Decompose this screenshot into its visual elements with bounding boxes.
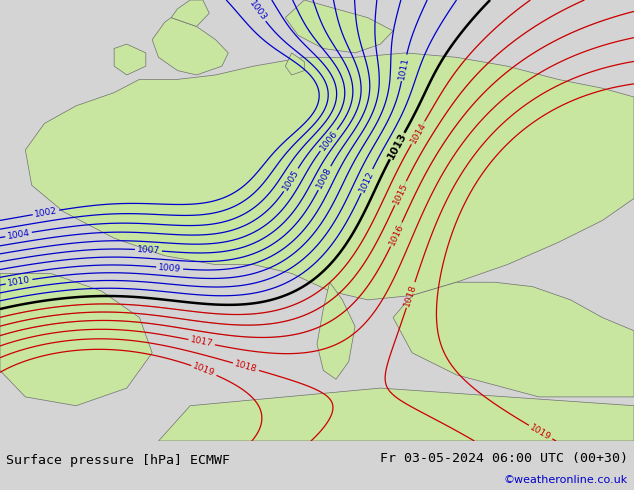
Polygon shape bbox=[114, 44, 146, 75]
Polygon shape bbox=[285, 0, 393, 53]
Text: 1009: 1009 bbox=[158, 263, 181, 273]
Text: 1004: 1004 bbox=[6, 228, 30, 241]
Polygon shape bbox=[158, 388, 634, 441]
Text: ©weatheronline.co.uk: ©weatheronline.co.uk bbox=[503, 475, 628, 485]
Polygon shape bbox=[317, 282, 355, 379]
Polygon shape bbox=[171, 0, 209, 26]
Text: 1002: 1002 bbox=[34, 206, 58, 219]
Text: 1006: 1006 bbox=[318, 128, 339, 152]
Text: 1016: 1016 bbox=[387, 222, 405, 247]
Text: 1005: 1005 bbox=[281, 168, 301, 192]
Text: 1019: 1019 bbox=[191, 362, 216, 379]
Polygon shape bbox=[393, 282, 634, 397]
Text: 1014: 1014 bbox=[408, 121, 428, 145]
Polygon shape bbox=[25, 53, 634, 300]
Text: Surface pressure [hPa] ECMWF: Surface pressure [hPa] ECMWF bbox=[6, 454, 230, 467]
Text: 1015: 1015 bbox=[391, 181, 410, 205]
Text: 1003: 1003 bbox=[247, 0, 268, 22]
Text: 1007: 1007 bbox=[137, 245, 160, 255]
Polygon shape bbox=[285, 53, 304, 75]
Text: 1008: 1008 bbox=[315, 166, 333, 190]
Text: 1013: 1013 bbox=[385, 131, 408, 161]
Text: 1011: 1011 bbox=[398, 56, 411, 80]
Text: Fr 03-05-2024 06:00 UTC (00+30): Fr 03-05-2024 06:00 UTC (00+30) bbox=[380, 452, 628, 465]
Text: 1017: 1017 bbox=[190, 336, 214, 349]
Text: 1018: 1018 bbox=[403, 283, 418, 307]
Text: 1019: 1019 bbox=[528, 422, 553, 442]
Text: 1018: 1018 bbox=[234, 359, 258, 374]
Polygon shape bbox=[0, 273, 152, 406]
Text: 1010: 1010 bbox=[7, 275, 31, 288]
Text: 1012: 1012 bbox=[358, 169, 376, 194]
Polygon shape bbox=[152, 18, 228, 75]
